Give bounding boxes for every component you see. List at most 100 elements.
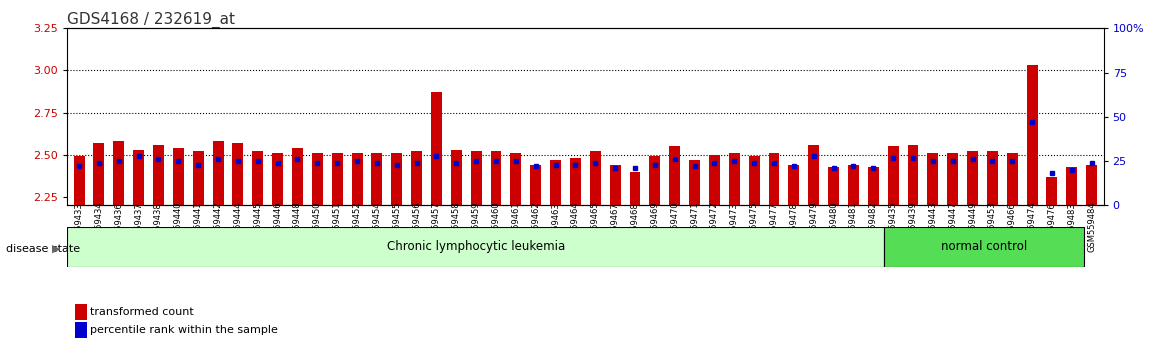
Bar	[233, 143, 243, 205]
Bar	[1047, 177, 1057, 205]
Text: GSM559461: GSM559461	[512, 202, 520, 252]
Bar	[808, 145, 819, 205]
Bar	[133, 150, 144, 205]
Bar	[450, 150, 462, 205]
Text: GSM559447: GSM559447	[948, 202, 958, 252]
Bar	[947, 153, 958, 205]
Text: GSM559437: GSM559437	[134, 202, 144, 252]
Bar	[769, 153, 779, 205]
Text: GSM559436: GSM559436	[115, 202, 123, 252]
Bar	[1086, 165, 1097, 205]
Bar	[292, 148, 303, 205]
Text: GSM559444: GSM559444	[234, 202, 242, 252]
Bar	[153, 145, 164, 205]
Bar	[391, 153, 402, 205]
Text: GSM559484: GSM559484	[1087, 202, 1097, 252]
Bar	[728, 153, 740, 205]
Text: GSM559435: GSM559435	[888, 202, 897, 252]
Bar	[74, 156, 85, 205]
Bar	[470, 152, 482, 205]
Text: transformed count: transformed count	[90, 307, 195, 317]
Bar	[550, 160, 560, 205]
Bar	[331, 153, 343, 205]
Text: GSM559445: GSM559445	[254, 202, 262, 252]
Text: GSM559454: GSM559454	[373, 202, 381, 252]
Text: GSM559480: GSM559480	[829, 202, 838, 252]
Bar	[848, 165, 859, 205]
FancyBboxPatch shape	[885, 227, 1084, 267]
Bar	[213, 141, 223, 205]
Text: GSM559448: GSM559448	[293, 202, 302, 252]
Bar	[669, 146, 680, 205]
Bar	[967, 152, 979, 205]
Bar	[431, 92, 442, 205]
Bar	[709, 155, 720, 205]
Text: GSM559465: GSM559465	[591, 202, 600, 252]
Text: GSM559460: GSM559460	[491, 202, 500, 252]
Text: GSM559469: GSM559469	[651, 202, 659, 252]
Text: GSM559446: GSM559446	[273, 202, 283, 252]
Bar	[1027, 65, 1038, 205]
Text: GSM559441: GSM559441	[193, 202, 203, 252]
Text: ▶: ▶	[52, 244, 60, 253]
Bar	[530, 165, 541, 205]
Bar	[312, 153, 323, 205]
Bar	[511, 153, 521, 205]
Text: GSM559471: GSM559471	[690, 202, 699, 252]
Bar	[113, 141, 124, 205]
Bar	[252, 152, 263, 205]
Text: GSM559434: GSM559434	[95, 202, 103, 252]
Text: GSM559481: GSM559481	[849, 202, 858, 252]
Text: GSM559457: GSM559457	[432, 202, 441, 252]
Text: GSM559470: GSM559470	[670, 202, 680, 252]
Text: GSM559464: GSM559464	[571, 202, 580, 252]
Text: GSM559459: GSM559459	[471, 202, 481, 252]
Bar	[689, 160, 701, 205]
Text: GSM559466: GSM559466	[1007, 202, 1017, 252]
Text: GSM559479: GSM559479	[809, 202, 819, 252]
Text: GSM559452: GSM559452	[352, 202, 361, 252]
Text: GSM559449: GSM559449	[968, 202, 977, 252]
Bar	[749, 156, 760, 205]
Text: GSM559467: GSM559467	[610, 202, 620, 252]
Text: GSM559442: GSM559442	[213, 202, 222, 252]
Text: GSM559440: GSM559440	[174, 202, 183, 252]
Text: GSM559468: GSM559468	[630, 202, 639, 252]
Bar	[650, 156, 660, 205]
Bar	[987, 152, 998, 205]
Bar	[789, 165, 799, 205]
Text: GSM559473: GSM559473	[730, 202, 739, 252]
Text: GSM559482: GSM559482	[868, 202, 878, 252]
Text: GSM559450: GSM559450	[313, 202, 322, 252]
Bar	[352, 153, 362, 205]
Text: Chronic lymphocytic leukemia: Chronic lymphocytic leukemia	[387, 240, 565, 253]
Bar	[94, 143, 104, 205]
Bar	[570, 158, 581, 205]
Text: GSM559453: GSM559453	[988, 202, 997, 252]
Text: GSM559475: GSM559475	[749, 202, 758, 252]
Text: GSM559458: GSM559458	[452, 202, 461, 252]
Bar	[589, 152, 601, 205]
Text: disease state: disease state	[6, 244, 80, 253]
Text: GSM559476: GSM559476	[1048, 202, 1056, 252]
Bar	[867, 166, 879, 205]
Text: GSM559451: GSM559451	[332, 202, 342, 252]
Bar	[1006, 153, 1018, 205]
Text: GSM559443: GSM559443	[929, 202, 937, 252]
Bar	[630, 172, 640, 205]
Text: GSM559462: GSM559462	[532, 202, 541, 252]
Text: GSM559439: GSM559439	[909, 202, 917, 252]
Text: GSM559463: GSM559463	[551, 202, 560, 252]
FancyBboxPatch shape	[67, 227, 885, 267]
Bar	[928, 153, 938, 205]
Text: GSM559472: GSM559472	[710, 202, 719, 252]
Bar	[372, 153, 382, 205]
Text: GSM559474: GSM559474	[1027, 202, 1036, 252]
Bar	[192, 152, 204, 205]
Bar	[173, 148, 184, 205]
Bar	[828, 166, 840, 205]
Bar	[491, 152, 501, 205]
Text: GSM559478: GSM559478	[790, 202, 798, 252]
Text: GSM559438: GSM559438	[154, 202, 163, 252]
Bar	[908, 145, 918, 205]
